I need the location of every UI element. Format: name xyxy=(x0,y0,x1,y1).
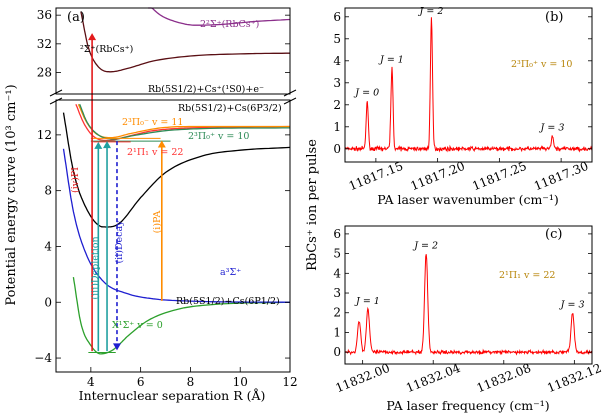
curve-label-2sigma-rbcs-ion: ²Σ⁺(RbCs⁺) xyxy=(80,44,133,55)
panel-c-plot: 0 1 2 3 4 5 6 11832.00 11832.04 11832.08 11832.12 J… xyxy=(333,225,603,396)
pec-curve-7 xyxy=(148,7,291,26)
panel-a-label: (a) xyxy=(67,10,85,25)
curve-label-21pi1: 2¹Π₁ v = 22 xyxy=(127,147,183,158)
panel-b-xtick-label-1: 11817.20 xyxy=(408,159,466,193)
panel-a-lower-frame xyxy=(55,99,291,373)
arrow-decay-head xyxy=(112,343,121,351)
panel-a-xtick-label-1: 6 xyxy=(137,375,145,389)
panel-b-label: (b) xyxy=(545,10,563,25)
arrow-depletion-2-head xyxy=(94,141,103,149)
panel-b: 0 1 2 3 4 5 6 11817.15 11817.20 11817.25 11817.30 J… xyxy=(333,6,593,207)
panel-b-ytick-label-1: 1 xyxy=(333,120,341,134)
panel-c-xlabel: PA laser frequency (cm⁻¹) xyxy=(386,398,549,413)
peak-label-c-1: J = 2 xyxy=(412,241,438,252)
panel-b-ytick-label-6: 6 xyxy=(333,10,341,24)
peak-label-b-0: J = 0 xyxy=(353,87,379,98)
panel-c-annotation: 2¹Π₁ v = 22 xyxy=(499,270,555,281)
arrow-label-pa: (i)PA xyxy=(152,210,163,233)
pec-curve-5 xyxy=(79,103,290,140)
panel-b-xtick-label-3: 11817.30 xyxy=(532,159,590,193)
axis-break-mark-1a xyxy=(283,89,297,97)
curve-label-22sigma-rbcs-ion: 2²Σ⁺(RbCs⁺) xyxy=(200,19,259,30)
panel-c-ytick-label-0: 0 xyxy=(333,345,341,359)
shared-ylabel: RbCs⁺ ion per pulse xyxy=(305,139,320,271)
panel-b-plot: 0 1 2 3 4 5 6 11817.15 11817.20 11817.25 11817.30 J… xyxy=(333,6,593,193)
panel-a-xlabel: Internuclear separation R (Å) xyxy=(79,388,266,403)
asymptote-label-6p12: Rb(5S1/2)+Cs(6P1/2) xyxy=(176,296,280,307)
panel-a-upper-frame xyxy=(55,7,291,95)
panel-c-ytick-label-6: 6 xyxy=(333,227,341,241)
panel-a-ytick-label-lower-3: 8 xyxy=(44,184,52,198)
panel-c-ytick-label-1: 1 xyxy=(333,325,341,339)
panel-b-frame xyxy=(344,7,593,163)
panel-a-ytick-label-upper-0: 28 xyxy=(37,66,52,80)
peak-label-c-0: J = 1 xyxy=(354,296,380,307)
panel-c-ytick-label-2: 2 xyxy=(333,306,341,320)
panel-a-xtick-label-0: 4 xyxy=(87,375,95,389)
panel-a-ytick-label-lower-2: 4 xyxy=(44,239,52,253)
asymptote-label-ion: Rb(5S1/2)+Cs⁺(¹S0)+e⁻ xyxy=(148,84,264,95)
arrow-depletion-head xyxy=(103,141,112,149)
panel-b-xlabel: PA laser wavenumber (cm⁻¹) xyxy=(377,192,559,207)
panel-a-ytick-label-lower-4: 12 xyxy=(37,128,52,142)
panel-c-ytick-label-3: 3 xyxy=(333,286,341,300)
panel-b-ytick-label-3: 3 xyxy=(333,76,341,90)
panel-b-ytick-label-2: 2 xyxy=(333,98,341,112)
asymptote-label-6p32: Rb(5S1/2)+Cs(6P3/2) xyxy=(178,103,282,114)
arrow-label-depletion: (iii)Depletion xyxy=(90,236,101,299)
panel-c-ytick-label-5: 5 xyxy=(333,247,341,261)
panel-a-xtick-label-4: 12 xyxy=(282,375,297,389)
panel-b-xtick-label-0: 11817.15 xyxy=(347,159,405,193)
pec-curve-0 xyxy=(72,277,291,355)
arrow-label-decay: (ii)Decay xyxy=(114,220,125,264)
axis-break-mark-0a xyxy=(49,89,63,97)
panel-b-ytick-label-5: 5 xyxy=(333,32,341,46)
peak-label-b-2: J = 2 xyxy=(418,6,444,17)
peak-label-b-1: J = 1 xyxy=(378,54,404,65)
curve-label-23pi0plus: 2³Π₀⁺ v = 10 xyxy=(188,131,249,142)
panel-a-ytick-label-upper-1: 32 xyxy=(37,37,52,51)
spectrum-trace-b xyxy=(344,17,593,153)
arrow-pa-head xyxy=(157,140,166,148)
curve-label-23pi0minus: 2³Π₀⁻ v = 11 xyxy=(122,117,183,128)
axis-break-mark-1b xyxy=(283,97,297,105)
panel-a-ytick-label-upper-2: 36 xyxy=(37,8,52,22)
panel-b-ytick-label-4: 4 xyxy=(333,54,341,68)
panel-a-ylabel: Potential energy curve (10³ cm⁻¹) xyxy=(4,84,19,305)
curve-label-a3sigma: a³Σ⁺ xyxy=(220,267,241,278)
panel-b-annotation: 2³Π₀⁺ v = 10 xyxy=(511,59,572,70)
panel-a-xtick-label-3: 10 xyxy=(233,375,248,389)
panel-c-xtick-label-1: 11832.04 xyxy=(404,361,463,396)
arrow-pi-head xyxy=(88,33,97,41)
pec-curve-2 xyxy=(62,112,291,228)
panel-b-xtick-label-2: 11817.25 xyxy=(470,159,528,193)
peak-label-c-2: J = 3 xyxy=(559,300,585,311)
panel-c-ytick-label-4: 4 xyxy=(333,266,341,280)
panel-c-label: (c) xyxy=(545,227,562,242)
panel-a-xtick-label-2: 8 xyxy=(187,375,195,389)
panel-c-xtick-label-2: 11832.08 xyxy=(475,361,533,395)
curve-label-x1sigma: X¹Σ⁺ v = 0 xyxy=(112,320,163,331)
panel-a-arrows xyxy=(88,33,166,352)
pec-curve-1 xyxy=(62,148,291,303)
arrow-label-pi: (iv)PI xyxy=(70,167,81,193)
panel-a-axes: 4 6 8 10 12 −4 0 4 8 12 28 32 36 xyxy=(34,7,298,389)
spectrum-trace-c xyxy=(344,254,593,356)
panel-c-xtick-label-0: 11832.00 xyxy=(333,361,391,395)
panel-a-ytick-label-lower-0: −4 xyxy=(34,351,52,365)
peak-label-b-3: J = 3 xyxy=(539,123,565,134)
panel-a: Potential energy curve (10³ cm⁻¹) Intern… xyxy=(4,7,298,403)
panel-c: 0 1 2 3 4 5 6 11832.00 11832.04 11832.08 11832.12 J… xyxy=(333,225,603,413)
panel-a-ytick-label-lower-1: 0 xyxy=(44,295,52,309)
panel-b-ytick-label-0: 0 xyxy=(333,142,341,156)
panel-c-frame xyxy=(344,225,593,365)
axis-break-mark-0b xyxy=(49,97,63,105)
panel-c-xtick-label-3: 11832.12 xyxy=(545,361,603,395)
